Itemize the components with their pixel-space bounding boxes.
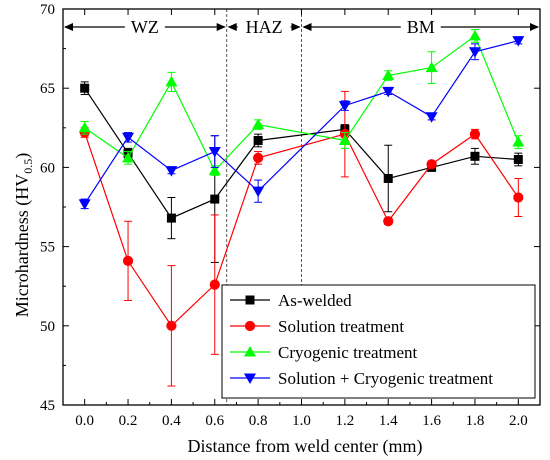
series-line	[84, 87, 519, 219]
x-tick-label: 0.4	[162, 413, 181, 429]
y-tick-label: 55	[40, 240, 55, 256]
data-point	[426, 159, 437, 170]
legend: As-welded Solution treatment Cryogenic tre…	[221, 284, 536, 399]
data-point	[338, 134, 351, 145]
data-point	[469, 129, 481, 140]
data-point	[253, 152, 264, 163]
legend-entry-2: Cryogenic treatment	[230, 343, 418, 362]
data-point	[252, 186, 265, 198]
x-tick-label: 1.8	[466, 413, 485, 429]
zone-wz: WZ	[64, 17, 226, 37]
legend-label: Cryogenic treatment	[278, 343, 418, 362]
y-axis-label: Microhardness (HV0.5)	[12, 153, 35, 317]
legend-box	[221, 284, 536, 399]
data-point	[208, 147, 221, 158]
series-1	[79, 90, 524, 387]
data-point	[513, 154, 523, 164]
data-point	[338, 101, 351, 112]
data-point	[80, 83, 90, 93]
zone-arrow-left-head	[302, 23, 312, 31]
y-tick-label: 65	[40, 81, 55, 97]
zone-arrow-left-head	[227, 23, 237, 31]
y-tick-label: 45	[40, 398, 55, 414]
data-point	[512, 136, 525, 147]
series-2	[78, 29, 525, 176]
y-tick-label: 50	[40, 319, 55, 335]
data-point	[425, 112, 438, 123]
zone-label-wz: WZ	[131, 17, 159, 37]
data-point	[383, 173, 393, 183]
x-tick-label: 2.0	[509, 413, 528, 429]
data-point	[253, 135, 263, 145]
y-axis-label-main: Microhardness (HV	[12, 174, 33, 317]
data-point	[122, 255, 134, 266]
x-tick-label: 0.8	[249, 413, 268, 429]
series-3	[78, 36, 525, 210]
zone-label-bm: BM	[407, 17, 435, 37]
legend-entry-3: Solution + Cryogenic treatment	[230, 369, 493, 388]
data-point	[382, 86, 395, 98]
data-point	[78, 199, 91, 210]
x-tick-label: 1.2	[335, 413, 354, 429]
legend-entry-1: Solution treatment	[230, 317, 404, 336]
data-point	[165, 75, 178, 87]
y-axis-label-subscript: 0.5	[21, 159, 35, 174]
data-point	[122, 151, 135, 163]
x-tick-label: 0.6	[205, 413, 224, 429]
data-point	[252, 118, 265, 130]
x-tick-label: 1.6	[422, 413, 441, 429]
data-point	[468, 29, 481, 41]
zone-labels: WZ HAZ BM	[64, 17, 539, 37]
zone-arrow-left-head	[64, 23, 73, 31]
data-point	[513, 192, 524, 203]
x-tick-label: 1.0	[292, 413, 311, 429]
zone-label-haz: HAZ	[246, 17, 283, 37]
series-layer	[78, 29, 525, 387]
data-point	[382, 69, 395, 81]
data-point	[166, 213, 176, 223]
y-axis-label-close: )	[12, 153, 33, 159]
legend-entry-0: As-welded	[230, 291, 352, 310]
data-point	[209, 279, 220, 290]
legend-label: As-welded	[278, 291, 352, 310]
legend-marker	[244, 373, 256, 384]
x-axis-label: Distance from weld center (mm)	[188, 436, 423, 457]
legend-marker	[245, 295, 255, 305]
zone-arrow-right-head	[216, 23, 226, 31]
y-tick-label: 70	[40, 2, 55, 18]
zone-arrow-right-head	[530, 23, 539, 31]
legend-label: Solution + Cryogenic treatment	[278, 369, 493, 388]
series-line	[84, 40, 519, 205]
data-point	[122, 132, 135, 144]
legend-marker	[244, 320, 256, 332]
data-point	[425, 61, 438, 73]
legend-marker	[244, 346, 256, 357]
x-tick-label: 0.2	[119, 413, 138, 429]
data-point	[470, 151, 480, 161]
zone-arrow-right-head	[291, 23, 301, 31]
series-line	[84, 132, 519, 327]
data-point	[166, 320, 177, 331]
zone-bm: BM	[302, 17, 539, 37]
data-point	[512, 36, 525, 47]
legend-label: Solution treatment	[278, 317, 404, 336]
y-tick-label: 60	[40, 160, 55, 176]
zone-haz: HAZ	[227, 17, 301, 37]
data-point	[383, 216, 394, 227]
x-tick-label: 0.0	[75, 413, 94, 429]
data-point	[210, 194, 220, 204]
axes-layer: 0.0 0.2 0.4 0.6 0.8 1.0 1.2 1.4 1.6 1.8 2.0 45 50 55 6…	[40, 2, 541, 429]
data-point	[468, 47, 481, 58]
series-line	[84, 34, 519, 172]
data-point	[78, 121, 91, 133]
x-tick-label: 1.4	[379, 413, 398, 429]
data-point	[208, 164, 221, 176]
data-point	[165, 166, 178, 177]
